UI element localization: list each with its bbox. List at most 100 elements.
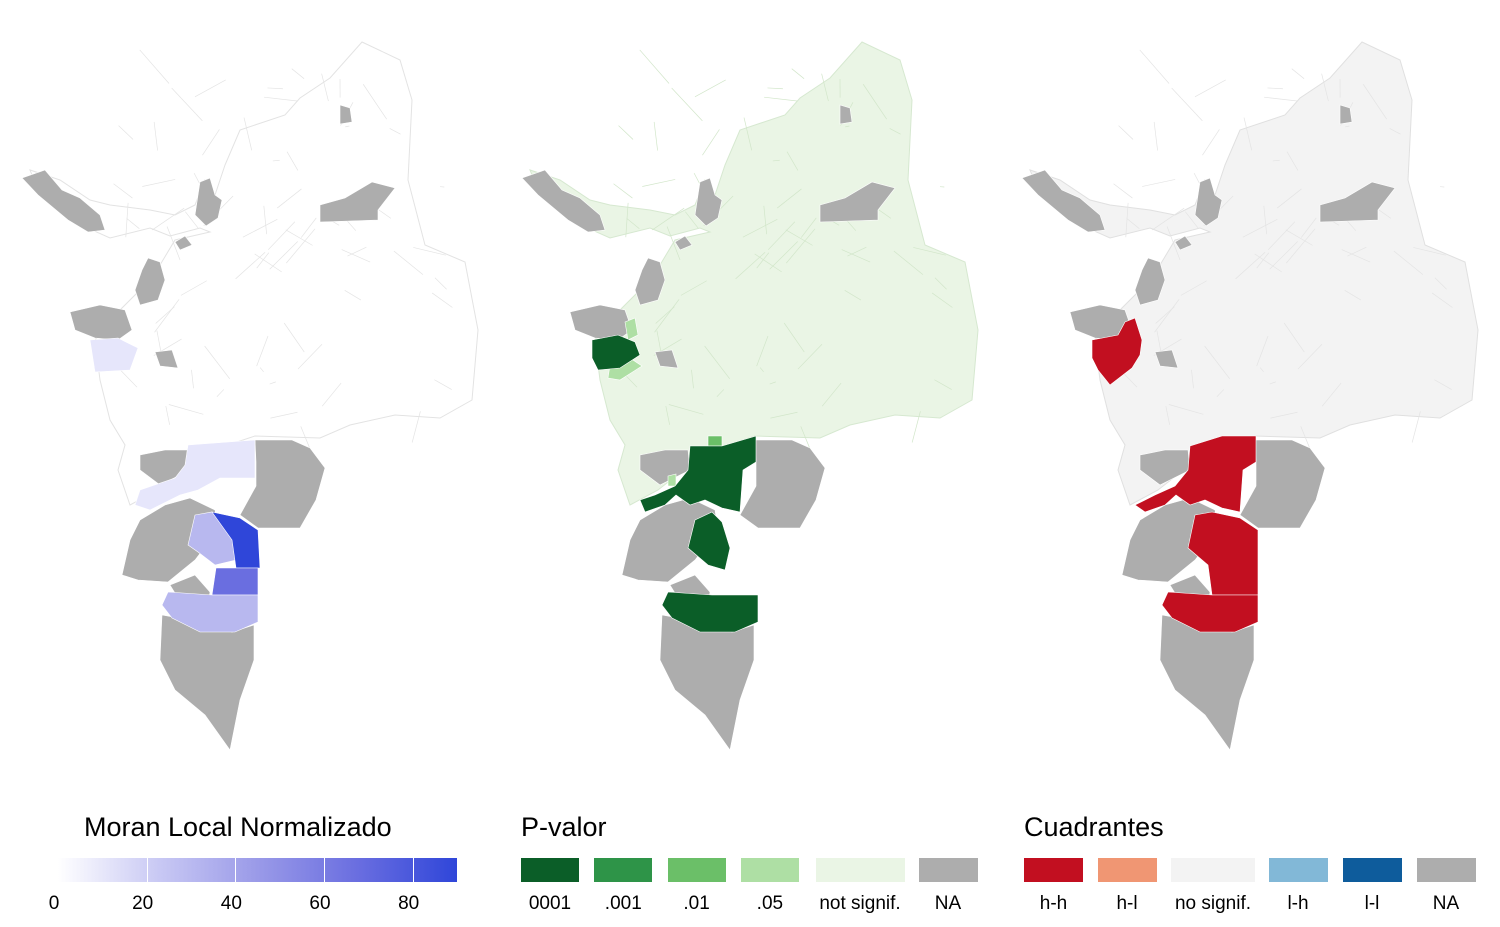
street-line [171, 87, 203, 122]
street-line [1185, 211, 1199, 229]
street-line [767, 87, 783, 90]
legend-swatch [919, 858, 978, 882]
zone-max [211, 511, 261, 569]
zone-low-west [89, 337, 139, 373]
street-line [270, 411, 298, 419]
street-line [411, 411, 421, 443]
street-line [1191, 369, 1194, 389]
street-line [772, 159, 780, 162]
map-pvalor [521, 41, 979, 751]
street-line [202, 129, 220, 156]
street-line [756, 252, 770, 269]
choropleth-maps [21, 41, 1479, 751]
street-line [845, 125, 850, 128]
street-line [1300, 426, 1311, 450]
street-line [1243, 117, 1253, 151]
street-line [1286, 228, 1316, 264]
zone-hh-band [1161, 591, 1259, 633]
street-line [625, 202, 629, 238]
street-grid [607, 49, 953, 450]
street-line [142, 179, 176, 187]
street-line [1272, 159, 1280, 162]
street-line [185, 211, 199, 229]
street-line [321, 73, 329, 102]
street-line [216, 389, 225, 398]
street-line [704, 345, 730, 379]
legend-swatch [667, 858, 726, 882]
street-line [685, 211, 699, 229]
zone-low-center [134, 439, 256, 511]
street-line [1263, 205, 1267, 235]
street-line [154, 299, 180, 333]
street-line [347, 246, 367, 257]
street-line [1267, 87, 1283, 90]
zone-p0001-center [639, 435, 757, 513]
street-line [1345, 125, 1350, 128]
street-line [1235, 252, 1266, 280]
street-line [300, 217, 317, 238]
legend-gradient-moran [58, 858, 457, 882]
street-line [168, 404, 204, 415]
street-line [1347, 246, 1367, 257]
street-line [743, 117, 753, 151]
legend-swatch [1343, 858, 1402, 882]
street-line [665, 406, 670, 425]
street-line [1264, 96, 1298, 102]
legend-label: NA [1432, 893, 1460, 914]
legend-swatch [1417, 858, 1476, 882]
street-line [259, 367, 264, 373]
street-line [256, 335, 269, 367]
street-line [934, 277, 947, 290]
legend-swatch [1024, 858, 1083, 882]
street-line [243, 117, 253, 151]
street-line [180, 280, 207, 296]
street-line [118, 125, 134, 140]
street-line [691, 369, 694, 389]
legend-label: .01 [683, 893, 710, 914]
street-line [1389, 128, 1401, 135]
street-line [786, 228, 816, 264]
street-line [642, 179, 676, 187]
street-line [763, 205, 767, 235]
legend-tick-mark [412, 858, 414, 882]
street-line [1362, 84, 1387, 120]
legend-label: 0001 [528, 893, 572, 914]
street-line [768, 221, 796, 250]
legend-tick-label: 0 [48, 893, 60, 914]
city-base-cuadrantes [1029, 41, 1479, 506]
zone-mid-2 [161, 591, 259, 633]
legend-swatch [1097, 858, 1157, 882]
street-line [1202, 129, 1220, 156]
legend-tick-mark [324, 858, 325, 882]
street-line [165, 406, 170, 425]
street-line [1300, 217, 1317, 238]
street-line [1113, 183, 1133, 199]
street-line [735, 252, 766, 280]
street-line [777, 188, 802, 209]
street-line [321, 382, 342, 407]
street-line [166, 226, 181, 261]
street-line [263, 205, 267, 235]
street-line [1242, 218, 1278, 238]
street-line [1152, 207, 1185, 231]
zone-p0001-band [661, 591, 759, 633]
street-line [716, 389, 725, 398]
street-line [1259, 367, 1264, 373]
street-line [286, 228, 316, 264]
street-line [931, 292, 953, 308]
street-line [654, 299, 680, 333]
street-line [1165, 406, 1170, 425]
street-line [785, 229, 813, 246]
legend-title-cuadrantes: Cuadrantes [1024, 812, 1164, 842]
street-line [618, 125, 634, 140]
map-cuadrantes [1021, 41, 1479, 751]
street-line [639, 49, 670, 84]
street-line [770, 411, 798, 419]
street-line [269, 381, 276, 385]
street-line [934, 379, 952, 390]
street-line [759, 367, 764, 373]
zone-hh-west [1091, 317, 1143, 386]
legend-title-pvalor: P-valor [521, 812, 607, 842]
street-line [786, 151, 799, 171]
street-line [113, 183, 133, 199]
